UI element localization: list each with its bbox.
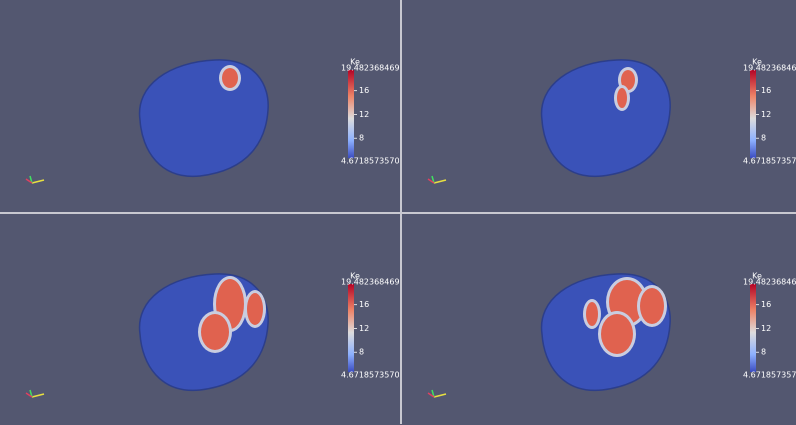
colorbar <box>750 70 756 158</box>
colorbar-tick-label: 8 <box>761 348 766 357</box>
highlight <box>601 314 633 354</box>
colorbar-min: 4.6718573570251 <box>341 371 399 380</box>
colorbar-tick-label: 8 <box>761 134 766 143</box>
colorbar-max: 19.482368469238 <box>341 278 399 287</box>
colorbar-tick-label: 12 <box>359 324 369 333</box>
brain <box>140 60 269 176</box>
colorbar-min: 4.6718573570251 <box>743 157 796 166</box>
colorbar-min: 4.6718573570251 <box>743 371 796 380</box>
colorbar <box>348 284 354 372</box>
colorbar <box>750 284 756 372</box>
colorbar-tick-label: 16 <box>761 300 771 309</box>
colorbar-tick-label: 16 <box>359 86 369 95</box>
colorbar-max: 19.482368469238 <box>743 64 796 73</box>
axis-x <box>434 394 446 397</box>
axis-x <box>32 394 44 397</box>
colorbar-tick-label: 12 <box>761 110 771 119</box>
highlight <box>201 314 229 350</box>
axis-x <box>434 180 446 183</box>
viewport-grid: Ke19.4823684692384.671857357025116128Ke1… <box>0 0 796 424</box>
colorbar-tick-label: 12 <box>761 324 771 333</box>
highlight <box>586 302 598 326</box>
highlight <box>617 88 627 108</box>
colorbar-max: 19.482368469238 <box>743 278 796 287</box>
colorbar-min: 4.6718573570251 <box>341 157 399 166</box>
colorbar <box>348 70 354 158</box>
colorbar-max: 19.482368469238 <box>341 64 399 73</box>
highlight <box>640 288 664 324</box>
axis-x <box>32 180 44 183</box>
highlight <box>222 68 238 88</box>
brain <box>542 60 671 176</box>
colorbar-tick-label: 16 <box>761 86 771 95</box>
colorbar-tick-label: 12 <box>359 110 369 119</box>
colorbar-tick-label: 8 <box>359 348 364 357</box>
colorbar-tick-label: 16 <box>359 300 369 309</box>
colorbar-tick-label: 8 <box>359 134 364 143</box>
highlight <box>247 293 263 325</box>
